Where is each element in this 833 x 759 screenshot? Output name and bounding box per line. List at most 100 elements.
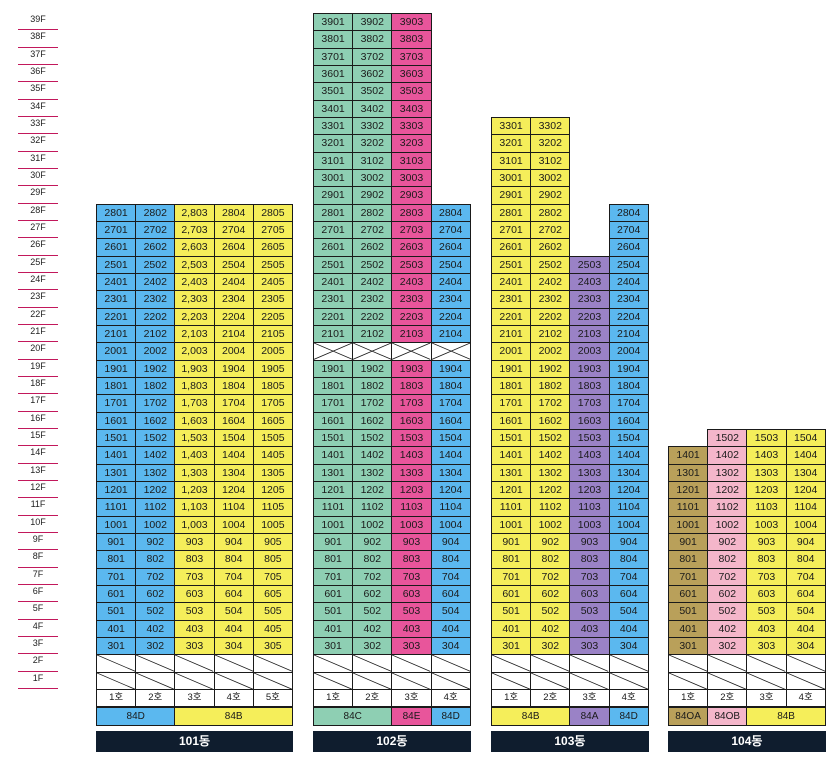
empty-floor-cell <box>608 671 649 690</box>
unit-cell: 1301 <box>313 463 354 482</box>
unit-cell: 1301 <box>491 463 532 482</box>
unit-cell: 504 <box>430 602 471 621</box>
unit-cell: 2402 <box>135 272 176 292</box>
floor-label: 6F <box>18 585 58 603</box>
unit-cell: 2601 <box>491 238 532 257</box>
unit-cell: 903 <box>746 532 787 552</box>
floor-label: 19F <box>18 360 58 377</box>
unit-cell: 804 <box>213 550 254 569</box>
line-number-label: 1호 <box>313 689 354 707</box>
unit-cell: 1,703 <box>174 394 215 413</box>
unit-cell: 1204 <box>213 480 254 500</box>
unit-cell: 604 <box>785 584 826 604</box>
unit-cell: 1502 <box>530 428 571 448</box>
unit-cell: 2004 <box>213 342 254 361</box>
unit-cell: 1503 <box>746 428 787 448</box>
unit-cell: 2001 <box>96 342 137 361</box>
unit-cell: 3203 <box>391 134 432 153</box>
unit-cell: 904 <box>213 532 254 552</box>
unit-cell: 2805 <box>252 203 293 222</box>
unit-cell: 303 <box>746 636 787 656</box>
empty-floor-cell <box>668 671 709 690</box>
unit-cell: 303 <box>569 636 610 656</box>
unit-cell: 2303 <box>569 290 610 309</box>
unit-cell: 3202 <box>352 134 393 153</box>
unit-cell: 2501 <box>491 255 532 274</box>
unit-cell: 603 <box>569 584 610 604</box>
unit-cell: 3401 <box>313 99 354 118</box>
unit-cell: 3701 <box>313 47 354 66</box>
unit-cell: 2102 <box>352 324 393 344</box>
unit-cell: 1404 <box>430 446 471 465</box>
unit-cell: 1302 <box>352 463 393 482</box>
building-name: 102동 <box>313 731 471 752</box>
unit-cell: 2801 <box>491 203 532 222</box>
unit-cell: 1,003 <box>174 515 215 534</box>
unit-cell: 605 <box>252 584 293 604</box>
unit-cell: 2804 <box>430 203 471 222</box>
empty-floor-cell <box>174 654 215 673</box>
unit-cell: 403 <box>174 619 215 638</box>
unit-cell: 1301 <box>96 463 137 482</box>
unit-cell: 2702 <box>135 220 176 240</box>
unit-cell: 501 <box>96 602 137 621</box>
unit-cell: 2601 <box>96 238 137 257</box>
unit-cell: 1402 <box>135 446 176 465</box>
empty-floor-cell <box>430 671 471 690</box>
unit-cell: 2802 <box>352 203 393 222</box>
unit-cell: 2801 <box>96 203 137 222</box>
floor-label: 1F <box>18 672 58 689</box>
unit-cell: 502 <box>707 602 748 621</box>
unit-cell: 1704 <box>430 394 471 413</box>
unit-cell: 1802 <box>135 376 176 396</box>
unit-cell: 801 <box>96 550 137 569</box>
unit-cell: 1401 <box>668 446 709 465</box>
unit-cell: 1603 <box>391 411 432 430</box>
unit-cell: 2002 <box>530 342 571 361</box>
unit-cell: 1601 <box>96 411 137 430</box>
unit-cell: 1104 <box>430 498 471 517</box>
unit-cell: 1602 <box>530 411 571 430</box>
unit-cell: 1003 <box>746 515 787 534</box>
unit-cell: 2602 <box>530 238 571 257</box>
floor-label: 24F <box>18 273 58 291</box>
unit-cell: 301 <box>668 636 709 656</box>
unit-cell: 603 <box>174 584 215 604</box>
unit-cell: 3901 <box>313 13 354 32</box>
unit-cell: 2201 <box>313 307 354 326</box>
unit-cell: 2503 <box>569 255 610 274</box>
unit-cell: 3003 <box>391 168 432 188</box>
unit-cell: 904 <box>608 532 649 552</box>
unit-cell: 3602 <box>352 64 393 84</box>
empty-floor-cell <box>707 671 748 690</box>
unit-cell: 1203 <box>746 480 787 500</box>
unit-cell: 804 <box>608 550 649 569</box>
line-number-label: 4호 <box>213 689 254 707</box>
unit-cell: 404 <box>785 619 826 638</box>
unit-cell: 1204 <box>430 480 471 500</box>
unit-cell: 2504 <box>608 255 649 274</box>
unit-cell: 801 <box>313 550 354 569</box>
unit-cell: 1804 <box>430 376 471 396</box>
unit-cell: 1502 <box>707 428 748 448</box>
unit-cell: 303 <box>391 636 432 656</box>
floor-label: 21F <box>18 325 58 343</box>
unit-cell: 1004 <box>430 515 471 534</box>
unit-cell: 805 <box>252 550 293 569</box>
unit-cell: 3703 <box>391 47 432 66</box>
unit-cell: 1001 <box>668 515 709 534</box>
unit-cell: 501 <box>491 602 532 621</box>
empty-floor-cell <box>491 654 532 673</box>
empty-floor-cell <box>530 671 571 690</box>
unit-cell: 601 <box>313 584 354 604</box>
unit-cell: 502 <box>135 602 176 621</box>
unit-cell: 3001 <box>313 168 354 188</box>
unit-cell: 1901 <box>491 359 532 378</box>
unit-cell: 1201 <box>313 480 354 500</box>
empty-floor-cell <box>430 342 471 361</box>
unit-cell: 1105 <box>252 498 293 517</box>
unit-cell: 1401 <box>491 446 532 465</box>
floor-label: 22F <box>18 308 58 325</box>
unit-cell: 2,103 <box>174 324 215 344</box>
unit-cell: 3301 <box>313 116 354 136</box>
